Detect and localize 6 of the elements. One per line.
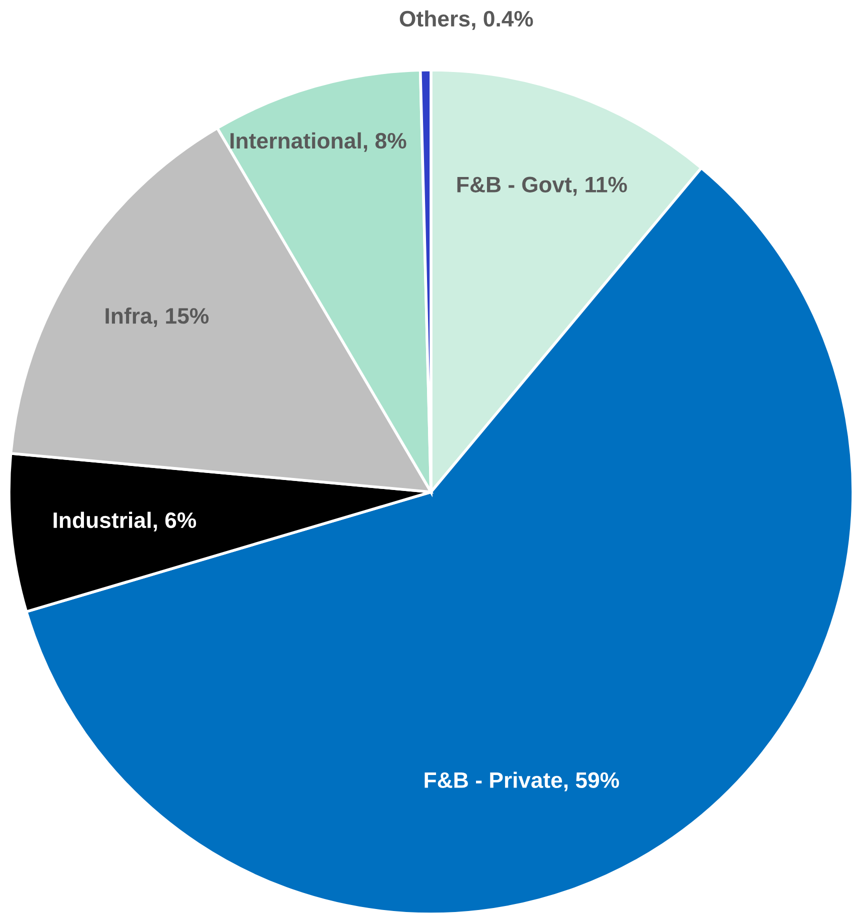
slice-label: Others, 0.4%: [400, 10, 533, 30]
slice-label: International, 8%: [230, 132, 406, 152]
slice-label: Industrial, 6%: [54, 512, 196, 532]
slice-label: F&B - Private, 59%: [424, 772, 620, 792]
slice-label: Infra, 15%: [106, 307, 209, 328]
slice-label: F&B - Govt, 11%: [457, 176, 627, 196]
